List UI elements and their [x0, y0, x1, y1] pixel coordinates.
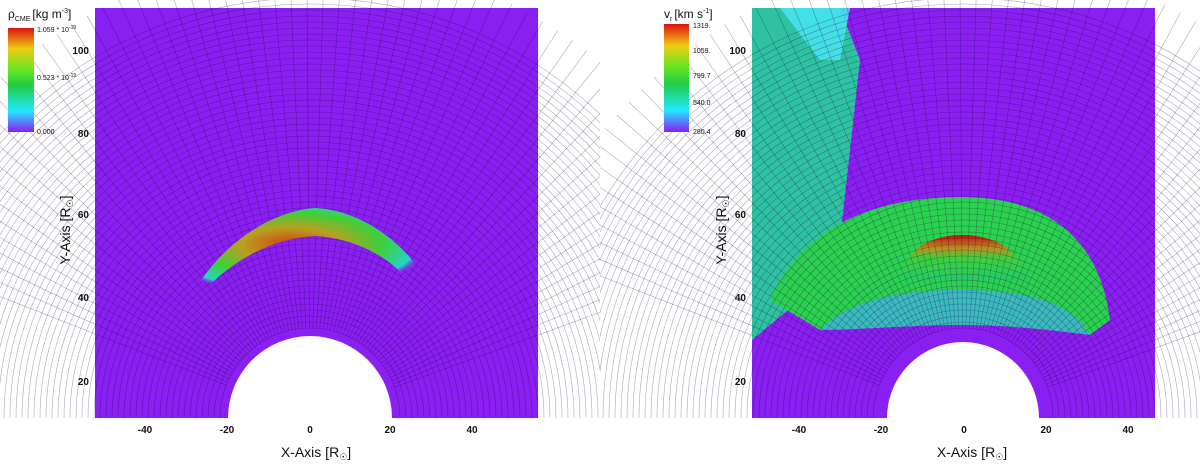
left-panel: -40 -20 0 20 40 20 40 60 80 100 X-Axis [… [0, 0, 600, 462]
colorbar-tick-label: 1059. [693, 48, 711, 55]
sun-occulter [228, 336, 392, 418]
shell-lower-fringe [820, 290, 1090, 335]
y-axis-title: Y-Axis [R☉] [57, 195, 75, 264]
grid-ray-set [0, 0, 600, 388]
x-tick-labels: -40 -20 0 20 40 [138, 425, 478, 436]
colorbar-tick-label: 280.4 [693, 129, 711, 136]
x-tick-label: -20 [220, 425, 235, 436]
y-tick-label: 60 [735, 210, 747, 221]
grid-lines [600, 0, 1200, 419]
x-axis-title: X-Axis [R☉] [937, 444, 1007, 462]
x-tick-label: 40 [466, 425, 478, 436]
colorbar-tick-label: 1.059 * 10-19 [37, 25, 76, 34]
x-tick-label: -40 [138, 425, 153, 436]
y-tick-label: 80 [78, 129, 90, 140]
colorbar-tick-label: 540.0 [693, 100, 711, 107]
y-tick-label: 40 [78, 293, 90, 304]
x-tick-label: -40 [792, 425, 807, 436]
y-tick-label: 20 [735, 377, 747, 388]
sun-occulter [887, 342, 1039, 418]
y-tick-label: 100 [72, 46, 89, 57]
colorbar-scale [664, 24, 689, 132]
colorbar-tick-label: 799.7 [693, 73, 711, 80]
x-tick-labels: -40 -20 0 20 40 [792, 425, 1134, 436]
colorbar-tick-label: 0.000 [37, 129, 55, 136]
y-axis-title: Y-Axis [R☉] [713, 195, 731, 264]
y-tick-label: 80 [735, 129, 747, 140]
x-tick-label: 40 [1122, 425, 1134, 436]
colorbar-scale [8, 28, 34, 132]
x-tick-label: 20 [384, 425, 396, 436]
colorbar-title: vr [km s-1] [664, 7, 713, 23]
grid-ray-set [600, 0, 1200, 388]
colorbar: vr [km s-1] 1319. 1059. 799.7 540.0 280.4 [664, 7, 713, 136]
velocity-shock-front [898, 235, 1028, 280]
colorbar-title: ρCME [kg m-3] [8, 7, 71, 23]
x-tick-label: 20 [1040, 425, 1052, 436]
colorbar: ρCME [kg m-3] 1.059 * 10-19 0.523 * 10-19… [8, 7, 76, 136]
cme-density-band [198, 208, 430, 290]
y-tick-labels: 20 40 60 80 100 [72, 46, 89, 388]
y-tick-label: 20 [78, 377, 90, 388]
y-tick-labels: 20 40 60 80 100 [729, 46, 746, 388]
colorbar-tick-label: 0.523 * 10-19 [37, 73, 76, 82]
colorbar-tick-label: 1319. [693, 23, 711, 30]
x-axis-title: X-Axis [R☉] [281, 444, 351, 462]
x-tick-label: 0 [307, 425, 313, 436]
x-tick-label: 0 [961, 425, 967, 436]
right-panel: -40 -20 0 20 40 20 40 60 80 100 X-Axis [… [600, 0, 1200, 462]
y-tick-label: 40 [735, 293, 747, 304]
y-tick-label: 60 [78, 210, 90, 221]
solar-wind-stream [752, 8, 860, 340]
grid-arc-set [600, 0, 1200, 419]
y-tick-label: 100 [729, 46, 746, 57]
x-tick-label: -20 [874, 425, 889, 436]
fast-wind-channel [780, 8, 850, 60]
